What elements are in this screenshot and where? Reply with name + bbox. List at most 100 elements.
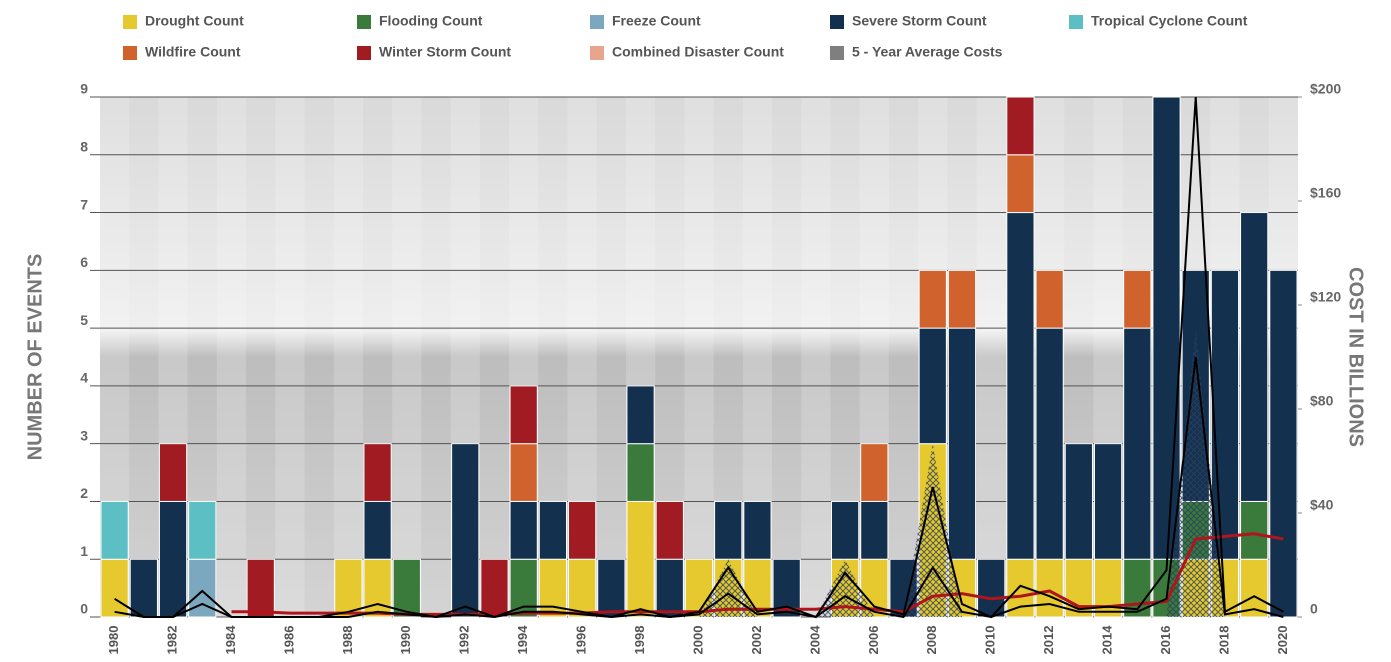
bar-segment (364, 444, 391, 502)
bar-segment (452, 444, 479, 617)
column-stripe (392, 97, 421, 617)
legend-swatch (123, 15, 137, 29)
bar-segment (130, 559, 157, 617)
column-stripe (217, 97, 246, 617)
bar-segment (861, 444, 888, 502)
legend-swatch (590, 46, 604, 60)
bar-segment (656, 501, 683, 559)
bar-segment (1007, 97, 1034, 155)
x-tick-label: 1980 (106, 626, 121, 655)
bar-segment (539, 501, 566, 559)
bar-segment (101, 559, 128, 617)
bar-segment (510, 386, 537, 444)
column-stripe (801, 97, 830, 617)
chart: NUMBER OF EVENTS COST IN BILLIONS 012345… (0, 0, 1391, 662)
x-tick-label: 2006 (866, 626, 881, 655)
legend-swatch (123, 46, 137, 60)
legend-label: Wildfire Count (145, 44, 241, 60)
bar-segment (1036, 328, 1063, 559)
bar-segment (1241, 213, 1268, 502)
bar-segment (1153, 97, 1180, 559)
bar-segment (189, 501, 216, 559)
legend-swatch (1069, 15, 1083, 29)
bar-segment (569, 501, 596, 559)
x-tick-label: 1988 (340, 626, 355, 655)
legend-swatch (357, 15, 371, 29)
bar-segment (101, 501, 128, 559)
bar-segment (1036, 559, 1063, 617)
bar-segment (919, 328, 946, 444)
x-tick-label: 2020 (1275, 626, 1290, 655)
bar-segment (1036, 270, 1063, 328)
y2-tick-label: 0 (1310, 601, 1318, 617)
bar-segment (1124, 270, 1151, 328)
x-tick-label: 2016 (1158, 626, 1173, 655)
x-tick-label: 2014 (1100, 625, 1115, 655)
legend-swatch (357, 46, 371, 60)
bar-segment (1007, 559, 1034, 617)
x-tick-label: 1990 (398, 626, 413, 655)
y-tick-label: 4 (80, 370, 88, 386)
legend-swatch (830, 46, 844, 60)
bar-segment (510, 501, 537, 559)
y2-tick-label: $160 (1310, 185, 1341, 201)
legend-label: Winter Storm Count (379, 44, 511, 60)
bar-segment (1094, 444, 1121, 560)
y2-tick-label: $200 (1310, 81, 1341, 97)
y2-axis-title: COST IN BILLIONS (1345, 267, 1367, 447)
bar-segment (159, 501, 186, 617)
y-tick-label: 2 (80, 485, 88, 501)
bar-segment (948, 328, 975, 559)
bar-segment (247, 559, 274, 617)
bar-segment (481, 559, 508, 617)
x-tick-label: 2012 (1041, 626, 1056, 655)
y-tick-label: 5 (80, 312, 88, 328)
bar-segment (364, 559, 391, 617)
bar-segment (861, 501, 888, 559)
column-stripe (275, 97, 304, 617)
x-tick-label: 2018 (1216, 626, 1231, 655)
column-stripe (334, 97, 363, 617)
legend-label: Drought Count (145, 13, 244, 29)
bar-segment (627, 386, 654, 444)
x-tick-label: 1994 (515, 625, 530, 655)
x-tick-label: 2010 (983, 626, 998, 655)
bar-segment (831, 501, 858, 559)
y-tick-label: 3 (80, 427, 88, 443)
bar-segment (1211, 270, 1238, 559)
legend-label: 5 - Year Average Costs (852, 44, 1003, 60)
column-stripe (684, 97, 713, 617)
legend-label: Flooding Count (379, 13, 483, 29)
bar-segment (715, 501, 742, 559)
y-tick-label: 7 (80, 196, 88, 212)
bar-segment (948, 270, 975, 328)
bar-segment (627, 444, 654, 502)
legend-label: Freeze Count (612, 13, 701, 29)
column-stripe (977, 97, 1006, 617)
x-tick-label: 1998 (632, 626, 647, 655)
bar-segment (1065, 444, 1092, 560)
y-tick-label: 9 (80, 81, 88, 97)
bar-segment (364, 501, 391, 559)
bar-segment (1007, 213, 1034, 560)
bar-segment (656, 559, 683, 617)
bar-segment (598, 559, 625, 617)
bar-segment (744, 501, 771, 559)
x-tick-label: 2002 (749, 626, 764, 655)
bar-segment (919, 270, 946, 328)
bar-segment (978, 559, 1005, 617)
y2-tick-label: $120 (1310, 289, 1341, 305)
legend-swatch (830, 15, 844, 29)
y-tick-label: 8 (80, 138, 88, 154)
bar-segment (627, 501, 654, 617)
bar-segment (1241, 501, 1268, 559)
bar-segment (510, 559, 537, 617)
legend-label: Combined Disaster Count (612, 44, 784, 60)
x-tick-label: 1984 (223, 625, 238, 655)
bar-segment (510, 444, 537, 502)
x-tick-label: 2004 (807, 625, 822, 655)
x-tick-label: 1982 (164, 626, 179, 655)
x-tick-label: 1986 (281, 626, 296, 655)
x-tick-label: 2000 (690, 626, 705, 655)
y2-tick-label: $80 (1310, 393, 1334, 409)
